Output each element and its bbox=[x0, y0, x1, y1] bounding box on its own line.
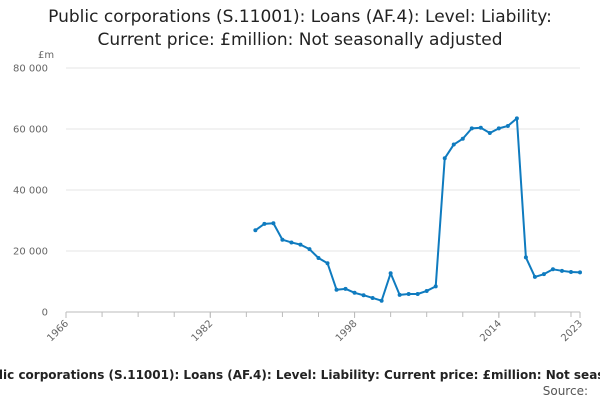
y-tick-label: 60 000 bbox=[13, 125, 48, 136]
y-tick-label: 80 000 bbox=[13, 64, 48, 75]
series-path bbox=[254, 117, 581, 302]
chart-title-line-2: Current price: £million: Not seasonally … bbox=[97, 30, 503, 50]
data-point[interactable] bbox=[415, 292, 420, 297]
x-tick-label: 1966 bbox=[45, 318, 71, 344]
data-point[interactable] bbox=[325, 261, 330, 266]
data-point[interactable] bbox=[298, 242, 303, 247]
unit-label: £m bbox=[38, 50, 54, 61]
series-line bbox=[253, 116, 582, 303]
data-point[interactable] bbox=[334, 287, 339, 292]
x-tick-label: 1982 bbox=[190, 318, 216, 344]
data-point[interactable] bbox=[271, 221, 276, 226]
data-point[interactable] bbox=[361, 293, 366, 298]
grid-lines bbox=[66, 67, 580, 313]
data-point[interactable] bbox=[478, 125, 483, 130]
chart-title-line-1: Public corporations (S.11001): Loans (AF… bbox=[48, 7, 552, 27]
y-tick-label: 20 000 bbox=[13, 247, 48, 258]
data-point[interactable] bbox=[559, 268, 564, 273]
data-point[interactable] bbox=[578, 270, 582, 275]
data-point[interactable] bbox=[424, 288, 429, 293]
x-tick-label: 2014 bbox=[478, 318, 504, 344]
data-point[interactable] bbox=[487, 130, 492, 135]
data-point[interactable] bbox=[307, 247, 312, 252]
chart-title: Public corporations (S.11001): Loans (AF… bbox=[0, 6, 600, 52]
data-point[interactable] bbox=[379, 298, 384, 303]
axes: 0 20 000 40 000 60 000 80 000 1966 1982 1998 201… bbox=[13, 64, 585, 345]
x-tick-label: 1998 bbox=[334, 318, 360, 344]
data-point[interactable] bbox=[514, 116, 519, 121]
y-tick-label: 40 000 bbox=[13, 186, 48, 197]
data-point[interactable] bbox=[262, 221, 267, 226]
data-point[interactable] bbox=[496, 126, 501, 131]
data-point[interactable] bbox=[343, 286, 348, 291]
data-point[interactable] bbox=[523, 255, 528, 260]
data-point[interactable] bbox=[568, 270, 573, 275]
data-point[interactable] bbox=[316, 256, 321, 261]
data-point[interactable] bbox=[253, 228, 258, 233]
data-point[interactable] bbox=[550, 267, 555, 272]
data-point[interactable] bbox=[505, 123, 510, 128]
data-point[interactable] bbox=[532, 274, 537, 279]
data-point[interactable] bbox=[541, 272, 546, 277]
x-tick-label: 2023 bbox=[559, 318, 585, 344]
data-point[interactable] bbox=[433, 284, 438, 289]
data-point[interactable] bbox=[397, 292, 402, 297]
source-label: Source: bbox=[542, 384, 588, 398]
y-tick-label: 0 bbox=[42, 308, 48, 319]
data-point[interactable] bbox=[469, 126, 474, 131]
data-point[interactable] bbox=[388, 271, 393, 276]
data-point[interactable] bbox=[460, 136, 465, 141]
data-point[interactable] bbox=[451, 142, 456, 147]
data-point[interactable] bbox=[280, 237, 285, 242]
data-point[interactable] bbox=[352, 290, 357, 295]
data-point[interactable] bbox=[406, 292, 411, 297]
data-point[interactable] bbox=[370, 295, 375, 300]
data-point[interactable] bbox=[442, 156, 447, 161]
footer-title: Public corporations (S.11001): Loans (AF… bbox=[0, 368, 600, 382]
data-point[interactable] bbox=[289, 240, 294, 245]
